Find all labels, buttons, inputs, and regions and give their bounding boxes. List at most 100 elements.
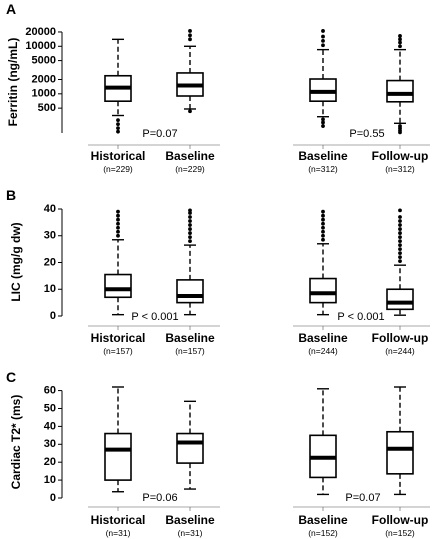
outlier-point <box>398 251 402 256</box>
box-historical <box>104 209 132 316</box>
outlier-point <box>116 221 120 226</box>
iqr-box <box>104 273 132 299</box>
group-label: Baseline <box>165 513 215 527</box>
y-axis-label: LIC (mg/g dw) <box>9 222 23 301</box>
outlier-point <box>188 208 192 213</box>
outlier-point <box>398 255 402 260</box>
outlier-point <box>188 215 192 219</box>
outlier-point <box>321 209 325 214</box>
outlier-point <box>398 223 402 227</box>
box-baseline <box>176 29 204 114</box>
p-value-label: P=0.07 <box>142 128 177 140</box>
outlier-point <box>188 227 192 231</box>
group-n-label: (n=244) <box>308 346 338 356</box>
group-label: Baseline <box>165 149 215 163</box>
group-n-label: (n=157) <box>175 346 205 356</box>
outlier-point <box>188 223 192 227</box>
box-follow-up <box>386 34 414 135</box>
iqr-box <box>176 432 204 464</box>
group-n-label: (n=229) <box>103 164 133 174</box>
outlier-point <box>321 29 325 33</box>
y-tick-label: 2000 <box>32 73 56 85</box>
y-tick-label: 20 <box>44 256 56 268</box>
iqr-box <box>309 277 337 304</box>
outlier-point <box>188 235 192 239</box>
group-label: Historical <box>91 513 146 527</box>
y-tick-label: 40 <box>44 203 56 215</box>
box-follow-up <box>386 386 414 496</box>
outlier-point <box>321 120 325 125</box>
outlier-point <box>188 109 192 114</box>
outlier-point <box>116 229 120 234</box>
group-label: Historical <box>91 149 146 163</box>
outlier-point <box>398 231 402 235</box>
group-n-label: (n=229) <box>175 164 205 174</box>
outlier-point <box>398 215 402 219</box>
panel-c: C Cardiac T2* (ms) 0 10 20 30 40 50 60 P=0.06 Hist… <box>6 369 430 538</box>
p-value-label: P=0.06 <box>142 492 177 504</box>
y-tick-label: 10 <box>44 283 56 295</box>
outlier-point <box>321 237 325 242</box>
group-n-label: (n=244) <box>385 346 415 356</box>
y-tick-label: 30 <box>44 438 56 450</box>
box-historical <box>104 386 132 493</box>
iqr-box <box>176 279 204 304</box>
y-tick-label: 10 <box>44 474 56 486</box>
iqr-box <box>386 288 414 311</box>
group-n-label: (n=157) <box>103 346 133 356</box>
outlier-point <box>321 117 325 122</box>
outlier-point <box>188 211 192 215</box>
y-tick-label: 0 <box>50 492 56 504</box>
outlier-point <box>321 225 325 230</box>
outlier-point <box>116 126 120 131</box>
box-baseline <box>309 209 337 316</box>
y-tick-label: 10000 <box>25 40 56 52</box>
outlier-point <box>398 247 402 252</box>
outlier-point <box>398 34 402 38</box>
outlier-point <box>398 227 402 231</box>
box-baseline <box>176 400 204 490</box>
outlier-point <box>188 29 192 33</box>
y-tick-label: 30 <box>44 230 56 242</box>
outlier-point <box>398 239 402 244</box>
outlier-point <box>188 33 192 38</box>
outlier-point <box>398 130 402 135</box>
panel-letter: B <box>6 187 16 203</box>
y-tick-label: 20 <box>44 456 56 468</box>
outlier-point <box>398 259 402 264</box>
group-n-label: (n=31) <box>178 528 203 538</box>
outlier-point <box>398 37 402 42</box>
y-axis-label: Cardiac T2* (ms) <box>9 395 23 490</box>
outlier-point <box>116 209 120 214</box>
outlier-point <box>321 34 325 39</box>
outlier-point <box>321 213 325 218</box>
y-tick-label: 20000 <box>25 26 56 38</box>
y-tick-label: 1000 <box>32 88 56 100</box>
outlier-point <box>116 122 120 127</box>
group-label: Baseline <box>298 331 348 345</box>
outlier-point <box>116 233 120 238</box>
group-n-label: (n=312) <box>308 164 338 174</box>
outlier-point <box>398 44 402 49</box>
panel-letter: C <box>6 369 16 385</box>
group-n-label: (n=152) <box>308 528 338 538</box>
box-baseline <box>309 29 337 128</box>
p-value-label: P=0.55 <box>349 128 384 140</box>
panel-a: A Ferritin (ng/mL) 20000 10000 5000 2000 1000 5… <box>6 1 430 174</box>
group-label: Baseline <box>165 331 215 345</box>
outlier-point <box>398 243 402 248</box>
box-baseline <box>176 208 204 316</box>
group-label: Historical <box>91 331 146 345</box>
iqr-box <box>104 432 132 481</box>
y-tick-label: 0 <box>50 310 56 322</box>
outlier-point <box>398 235 402 239</box>
outlier-point <box>116 118 120 123</box>
y-tick-label: 500 <box>38 102 56 114</box>
group-n-label: (n=31) <box>106 528 131 538</box>
outlier-point <box>188 219 192 223</box>
panel-letter: A <box>6 1 16 17</box>
outlier-point <box>116 129 120 134</box>
outlier-point <box>321 221 325 226</box>
group-n-label: (n=312) <box>385 164 415 174</box>
outlier-point <box>116 217 120 222</box>
